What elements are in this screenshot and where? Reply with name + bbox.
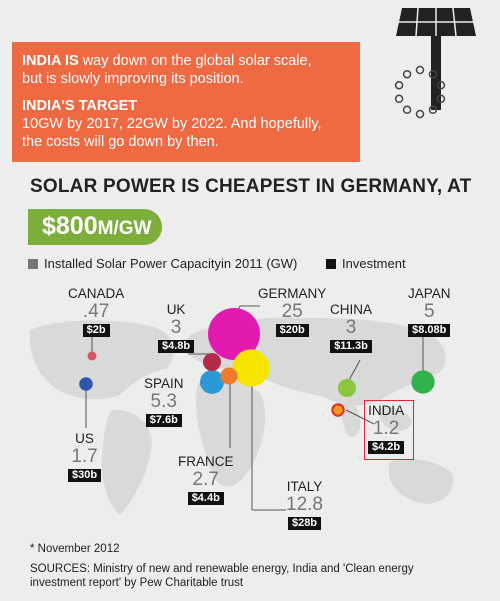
capacity-value: .47 <box>82 300 110 322</box>
price-pill: $800M/GW <box>28 209 162 245</box>
bubble-germany <box>208 308 260 360</box>
bubble-china <box>337 378 357 398</box>
bubble-uk <box>202 352 222 372</box>
sun-ray-dot <box>394 80 404 90</box>
intro-banner: INDIA IS way down on the global solar sc… <box>12 42 360 162</box>
capacity-value: 3 <box>170 316 182 338</box>
label-us: US 1.7 $30b <box>68 431 102 482</box>
price-amount: $800M/GW <box>42 212 152 240</box>
capacity-value: 1.2 <box>372 417 400 439</box>
bubble-us <box>79 377 93 391</box>
investment-badge: $30b <box>68 468 102 482</box>
bubble-japan <box>411 370 435 394</box>
investment-badge: $11.3b <box>330 339 372 353</box>
legend-investment-swatch <box>326 259 336 269</box>
bubble-italy <box>232 349 270 387</box>
sun-rays-icon <box>394 65 446 119</box>
investment-badge: $4.8b <box>158 339 195 353</box>
label-france: FRANCE 2.7 $4.4b <box>178 455 234 505</box>
banner-target-line-2: the costs will go down by then. <box>22 134 219 150</box>
solar-panel-illustration <box>394 7 476 119</box>
legend-capacity-swatch <box>28 259 38 269</box>
capacity-value: 2.7 <box>192 468 219 490</box>
capacity-value: 5 <box>423 300 435 322</box>
country-name: US <box>75 431 94 446</box>
legend-investment: Investment <box>326 256 406 271</box>
india-highlight-box <box>364 400 414 460</box>
sun-ray-dot <box>402 105 412 115</box>
country-name: ITALY <box>286 479 323 494</box>
sun-ray-dot <box>436 94 446 104</box>
country-name: JAPAN <box>408 286 451 301</box>
capacity-value: 1.7 <box>71 445 98 467</box>
sun-ray-dot <box>428 105 438 115</box>
country-name: CHINA <box>330 302 373 317</box>
banner-line-2: but is slowly improving its position. <box>22 71 244 87</box>
sources-line-2: investment report' by Pew Charitable tru… <box>30 577 244 589</box>
investment-badge: $4.4b <box>187 491 224 505</box>
bubble-france <box>220 367 238 385</box>
label-italy: ITALY 12.8 $28b <box>286 480 323 530</box>
sun-ray-dot <box>436 80 446 90</box>
chart-headline: SOLAR POWER IS CHEAPEST IN GERMANY, AT <box>30 176 472 197</box>
sources-line-1: SOURCES: Ministry of new and renewable e… <box>30 563 414 575</box>
footnote: * November 2012 <box>30 543 120 555</box>
sun-ray-dot <box>402 69 412 79</box>
investment-badge: $8.08b <box>408 323 451 337</box>
investment-badge: $4.2b <box>368 440 405 454</box>
bubble-canada <box>87 351 97 361</box>
capacity-value: 5.3 <box>150 390 177 412</box>
label-uk: UK 3 $4.8b <box>158 302 195 353</box>
country-name: UK <box>166 302 186 317</box>
legend-capacity: Installed Solar Power Capacityin 2011 (G… <box>28 256 297 271</box>
banner-target-heading: INDIA'S TARGET <box>22 98 138 114</box>
label-canada: CANADA .47 $2b <box>68 287 124 337</box>
country-name: INDIA <box>368 403 405 418</box>
banner-target-line-1: 10GW by 2017, 22GW by 2022. And hopefull… <box>22 116 322 132</box>
investment-badge: $7.6b <box>145 413 182 427</box>
sun-ray-dot <box>394 94 404 104</box>
bubble-spain <box>200 370 224 394</box>
label-germany: GERMANY 25 $20b <box>258 287 326 337</box>
country-name: FRANCE <box>178 454 234 469</box>
label-japan: JAPAN 5 $8.08b <box>408 287 451 337</box>
leader-india <box>345 409 375 425</box>
sun-ray-dot <box>415 65 425 75</box>
label-spain: SPAIN 5.3 $7.6b <box>144 377 184 427</box>
label-china: CHINA 3 $11.3b <box>330 303 372 353</box>
investment-badge: $28b <box>287 516 322 530</box>
country-name: SPAIN <box>144 376 184 391</box>
banner-line-1: INDIA IS way down on the global solar sc… <box>22 53 312 69</box>
sun-ray-dot <box>415 109 425 119</box>
capacity-value: 25 <box>281 300 303 322</box>
sun-ray-dot <box>428 69 438 79</box>
capacity-value: 12.8 <box>286 493 323 515</box>
label-india: INDIA 1.2 $4.2b <box>368 403 405 454</box>
bubble-india <box>331 403 345 417</box>
country-name: GERMANY <box>258 286 327 301</box>
country-name: CANADA <box>68 286 125 301</box>
investment-badge: $20b <box>275 323 309 337</box>
capacity-bubbles <box>79 308 435 417</box>
capacity-value: 3 <box>345 316 357 338</box>
investment-badge: $2b <box>82 323 110 337</box>
